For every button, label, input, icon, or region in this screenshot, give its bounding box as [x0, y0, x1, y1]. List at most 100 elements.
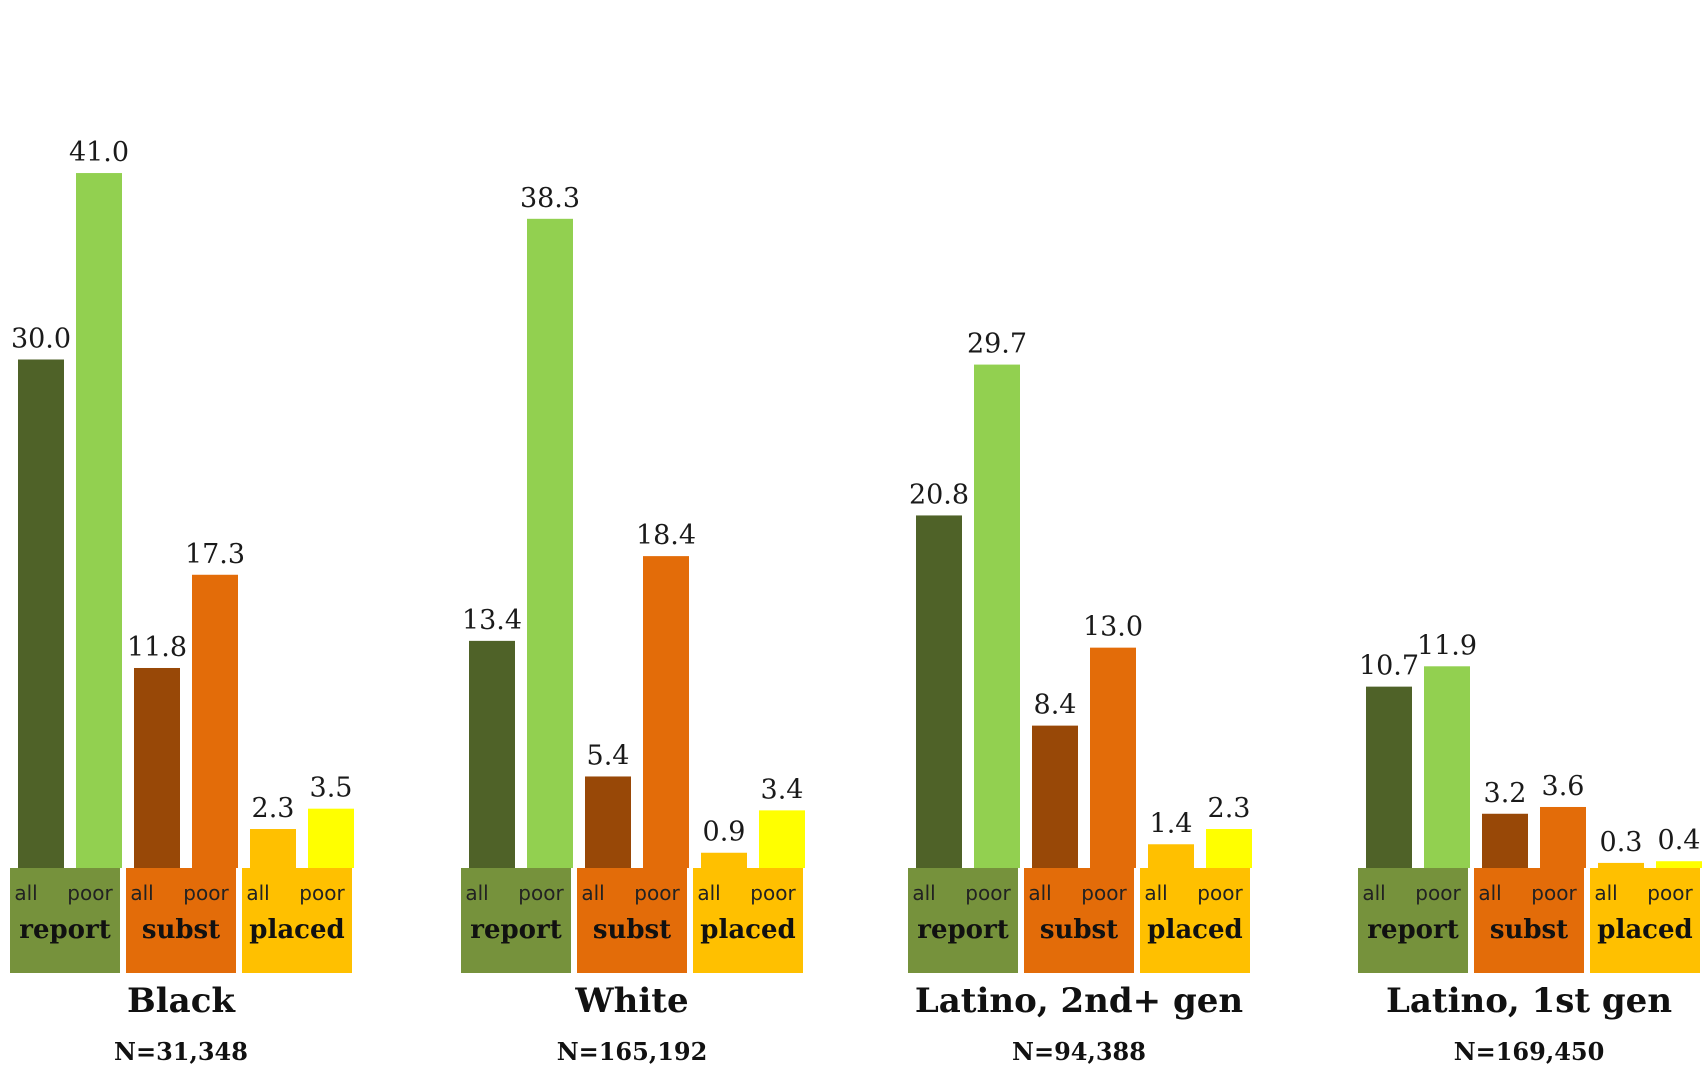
- bar-black-subst-poor: [192, 574, 238, 868]
- sublabel-black-subst-poor: poor: [183, 881, 229, 905]
- value-label-white-subst-all: 5.4: [587, 740, 630, 771]
- sublabel-latino-2nd-gen-subst-all: all: [1028, 881, 1051, 905]
- value-label-latino-2nd-gen-placed-poor: 2.3: [1208, 793, 1251, 824]
- value-label-white-report-poor: 38.3: [520, 183, 580, 214]
- bar-latino-2nd-gen-placed-all: [1148, 844, 1194, 868]
- category-label-latino-1st-gen-placed: placed: [1597, 915, 1692, 945]
- bar-latino-1st-gen-placed-poor: [1656, 861, 1702, 868]
- group-label-latino-2nd-gen: Latino, 2nd+ gen: [915, 981, 1243, 1021]
- group-n-latino-2nd-gen: N=94,388: [1012, 1037, 1146, 1066]
- bar-latino-2nd-gen-subst-poor: [1090, 647, 1136, 868]
- category-box-white-subst: [577, 868, 687, 973]
- sublabel-latino-2nd-gen-placed-poor: poor: [1197, 881, 1243, 905]
- category-label-latino-2nd-gen-report: report: [917, 915, 1008, 945]
- category-label-latino-1st-gen-subst: subst: [1490, 915, 1568, 945]
- category-label-white-subst: subst: [593, 915, 671, 945]
- bar-white-report-poor: [527, 218, 573, 868]
- sublabel-latino-1st-gen-report-all: all: [1362, 881, 1385, 905]
- category-box-white-report: [461, 868, 571, 973]
- value-label-latino-1st-gen-subst-poor: 3.6: [1542, 771, 1585, 802]
- value-label-black-report-all: 30.0: [11, 324, 71, 355]
- sublabel-latino-1st-gen-report-poor: poor: [1415, 881, 1461, 905]
- category-box-latino-2nd-gen-subst: [1024, 868, 1134, 973]
- bar-latino-1st-gen-placed-all: [1598, 862, 1644, 868]
- value-label-black-placed-all: 2.3: [252, 793, 295, 824]
- category-box-latino-2nd-gen-placed: [1140, 868, 1250, 973]
- category-label-black-report: report: [19, 915, 110, 945]
- sublabel-white-placed-poor: poor: [750, 881, 796, 905]
- bar-white-placed-all: [701, 852, 747, 868]
- value-label-latino-1st-gen-placed-all: 0.3: [1600, 827, 1643, 858]
- category-label-black-subst: subst: [142, 915, 220, 945]
- sublabel-latino-2nd-gen-placed-all: all: [1144, 881, 1167, 905]
- category-box-latino-1st-gen-placed: [1590, 868, 1700, 973]
- value-label-latino-1st-gen-report-all: 10.7: [1359, 651, 1419, 682]
- bar-white-placed-poor: [759, 810, 805, 868]
- bar-latino-2nd-gen-report-all: [916, 515, 962, 868]
- bar-latino-1st-gen-report-poor: [1424, 666, 1470, 868]
- value-label-white-placed-poor: 3.4: [761, 774, 804, 805]
- value-label-black-placed-poor: 3.5: [310, 773, 353, 804]
- bar-white-subst-all: [585, 776, 631, 868]
- sublabel-white-subst-all: all: [581, 881, 604, 905]
- value-label-latino-1st-gen-report-poor: 11.9: [1417, 630, 1477, 661]
- category-label-white-placed: placed: [700, 915, 795, 945]
- bar-black-placed-poor: [308, 808, 354, 868]
- bar-latino-1st-gen-subst-all: [1482, 813, 1528, 868]
- sublabel-latino-2nd-gen-report-poor: poor: [965, 881, 1011, 905]
- sublabel-latino-1st-gen-placed-all: all: [1594, 881, 1617, 905]
- category-box-black-placed: [242, 868, 352, 973]
- category-label-latino-2nd-gen-placed: placed: [1147, 915, 1242, 945]
- value-label-white-subst-poor: 18.4: [636, 520, 696, 551]
- bar-latino-2nd-gen-placed-poor: [1206, 829, 1252, 868]
- sublabel-white-subst-poor: poor: [634, 881, 680, 905]
- value-label-latino-1st-gen-placed-poor: 0.4: [1658, 825, 1701, 856]
- sublabel-white-placed-all: all: [697, 881, 720, 905]
- bar-latino-1st-gen-report-all: [1366, 686, 1412, 868]
- bar-white-report-all: [469, 640, 515, 868]
- value-label-latino-2nd-gen-report-all: 20.8: [909, 479, 969, 510]
- sublabel-white-report-all: all: [465, 881, 488, 905]
- value-label-black-report-poor: 41.0: [69, 137, 129, 168]
- sublabel-latino-2nd-gen-subst-poor: poor: [1081, 881, 1127, 905]
- bar-latino-1st-gen-subst-poor: [1540, 806, 1586, 868]
- group-label-latino-1st-gen: Latino, 1st gen: [1386, 981, 1672, 1021]
- category-label-latino-2nd-gen-subst: subst: [1040, 915, 1118, 945]
- category-box-latino-2nd-gen-report: [908, 868, 1018, 973]
- category-label-latino-1st-gen-report: report: [1367, 915, 1458, 945]
- bar-black-report-all: [18, 359, 64, 868]
- category-box-black-subst: [126, 868, 236, 973]
- bar-latino-2nd-gen-subst-all: [1032, 725, 1078, 868]
- category-box-latino-1st-gen-report: [1358, 868, 1468, 973]
- value-label-latino-1st-gen-subst-all: 3.2: [1484, 778, 1527, 809]
- value-label-white-report-all: 13.4: [462, 605, 522, 636]
- bar-white-subst-poor: [643, 556, 689, 868]
- group-n-latino-1st-gen: N=169,450: [1454, 1037, 1605, 1066]
- value-label-latino-2nd-gen-placed-all: 1.4: [1150, 808, 1193, 839]
- sublabel-black-report-poor: poor: [67, 881, 113, 905]
- bar-black-subst-all: [134, 667, 180, 868]
- category-label-white-report: report: [470, 915, 561, 945]
- sublabel-latino-1st-gen-placed-poor: poor: [1647, 881, 1693, 905]
- sublabel-black-subst-all: all: [130, 881, 153, 905]
- category-label-black-placed: placed: [249, 915, 344, 945]
- sublabel-white-report-poor: poor: [518, 881, 564, 905]
- group-label-black: Black: [127, 981, 236, 1021]
- category-box-latino-1st-gen-subst: [1474, 868, 1584, 973]
- sublabel-black-placed-all: all: [246, 881, 269, 905]
- category-box-black-report: [10, 868, 120, 973]
- sublabel-latino-1st-gen-subst-all: all: [1478, 881, 1501, 905]
- group-n-white: N=165,192: [557, 1037, 708, 1066]
- value-label-black-subst-poor: 17.3: [185, 539, 245, 570]
- group-n-black: N=31,348: [114, 1037, 248, 1066]
- bar-black-report-poor: [76, 173, 122, 869]
- value-label-latino-2nd-gen-report-poor: 29.7: [967, 329, 1027, 360]
- sublabel-black-placed-poor: poor: [299, 881, 345, 905]
- category-box-white-placed: [693, 868, 803, 973]
- group-label-white: White: [574, 981, 688, 1021]
- bar-latino-2nd-gen-report-poor: [974, 364, 1020, 868]
- bar-black-placed-all: [250, 829, 296, 868]
- sublabel-latino-2nd-gen-report-all: all: [912, 881, 935, 905]
- value-label-latino-2nd-gen-subst-poor: 13.0: [1083, 612, 1143, 643]
